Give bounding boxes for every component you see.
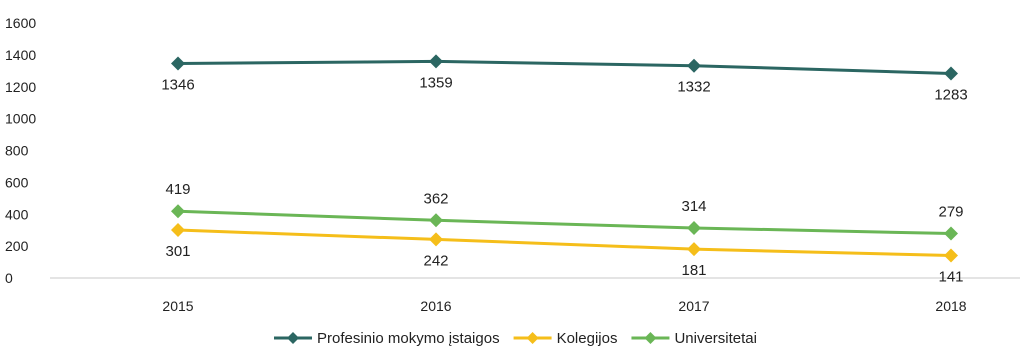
data-point-profesinio-mokymo-istaigos — [687, 59, 701, 73]
y-tick-label: 400 — [5, 206, 29, 222]
data-label-profesinio-mokymo-istaigos: 1283 — [934, 87, 967, 104]
data-point-universitetai — [429, 213, 443, 227]
series-line-profesinio-mokymo-istaigos — [178, 61, 951, 73]
x-tick-label: 2015 — [162, 298, 193, 314]
y-tick-label: 1200 — [5, 79, 36, 95]
legend-label-kolegijos: Kolegijos — [557, 330, 618, 347]
data-label-kolegijos: 301 — [165, 243, 190, 260]
y-axis: 0 200 400 600 800 1000 1200 1400 1600 — [5, 15, 36, 286]
legend-label-universitetai: Universitetai — [674, 330, 757, 347]
y-tick-label: 1600 — [5, 15, 36, 31]
y-tick-label: 1000 — [5, 111, 36, 127]
data-point-universitetai — [171, 204, 185, 218]
data-point-kolegijos — [687, 242, 701, 256]
y-tick-label: 200 — [5, 238, 29, 254]
y-tick-label: 0 — [5, 270, 13, 286]
x-tick-label: 2016 — [420, 298, 451, 314]
x-tick-label: 2017 — [678, 298, 709, 314]
data-point-kolegijos — [171, 223, 185, 237]
series-lines — [178, 61, 951, 255]
data-point-kolegijos — [944, 249, 958, 263]
data-point-kolegijos — [429, 232, 443, 246]
data-label-profesinio-mokymo-istaigos: 1346 — [161, 76, 194, 93]
data-label-universitetai: 279 — [938, 204, 963, 221]
legend-label-profesinio-mokymo-istaigos: Profesinio mokymo įstaigos — [317, 330, 500, 347]
series-line-universitetai — [178, 211, 951, 233]
data-point-profesinio-mokymo-istaigos — [944, 67, 958, 81]
data-point-universitetai — [944, 227, 958, 241]
data-label-profesinio-mokymo-istaigos: 1332 — [677, 79, 710, 96]
data-label-kolegijos: 141 — [938, 269, 963, 286]
data-point-universitetai — [687, 221, 701, 235]
data-label-kolegijos: 242 — [423, 252, 448, 269]
legend-marker-universitetai — [644, 332, 656, 344]
y-tick-label: 800 — [5, 143, 29, 159]
legend-marker-kolegijos — [527, 332, 539, 344]
data-label-universitetai: 362 — [423, 190, 448, 207]
data-point-profesinio-mokymo-istaigos — [429, 54, 443, 68]
x-axis: 2015 2016 2017 2018 — [50, 278, 1020, 314]
series-line-kolegijos — [178, 230, 951, 256]
legend: Profesinio mokymo įstaigos Kolegijos Unive… — [274, 330, 757, 347]
y-tick-label: 1400 — [5, 47, 36, 63]
data-label-profesinio-mokymo-istaigos: 1359 — [419, 74, 452, 91]
data-label-universitetai: 314 — [681, 198, 706, 215]
data-label-kolegijos: 181 — [681, 262, 706, 279]
data-point-profesinio-mokymo-istaigos — [171, 56, 185, 70]
x-tick-label: 2018 — [935, 298, 966, 314]
legend-marker-profesinio-mokymo-istaigos — [287, 332, 299, 344]
data-label-universitetai: 419 — [165, 181, 190, 198]
y-tick-label: 600 — [5, 174, 29, 190]
